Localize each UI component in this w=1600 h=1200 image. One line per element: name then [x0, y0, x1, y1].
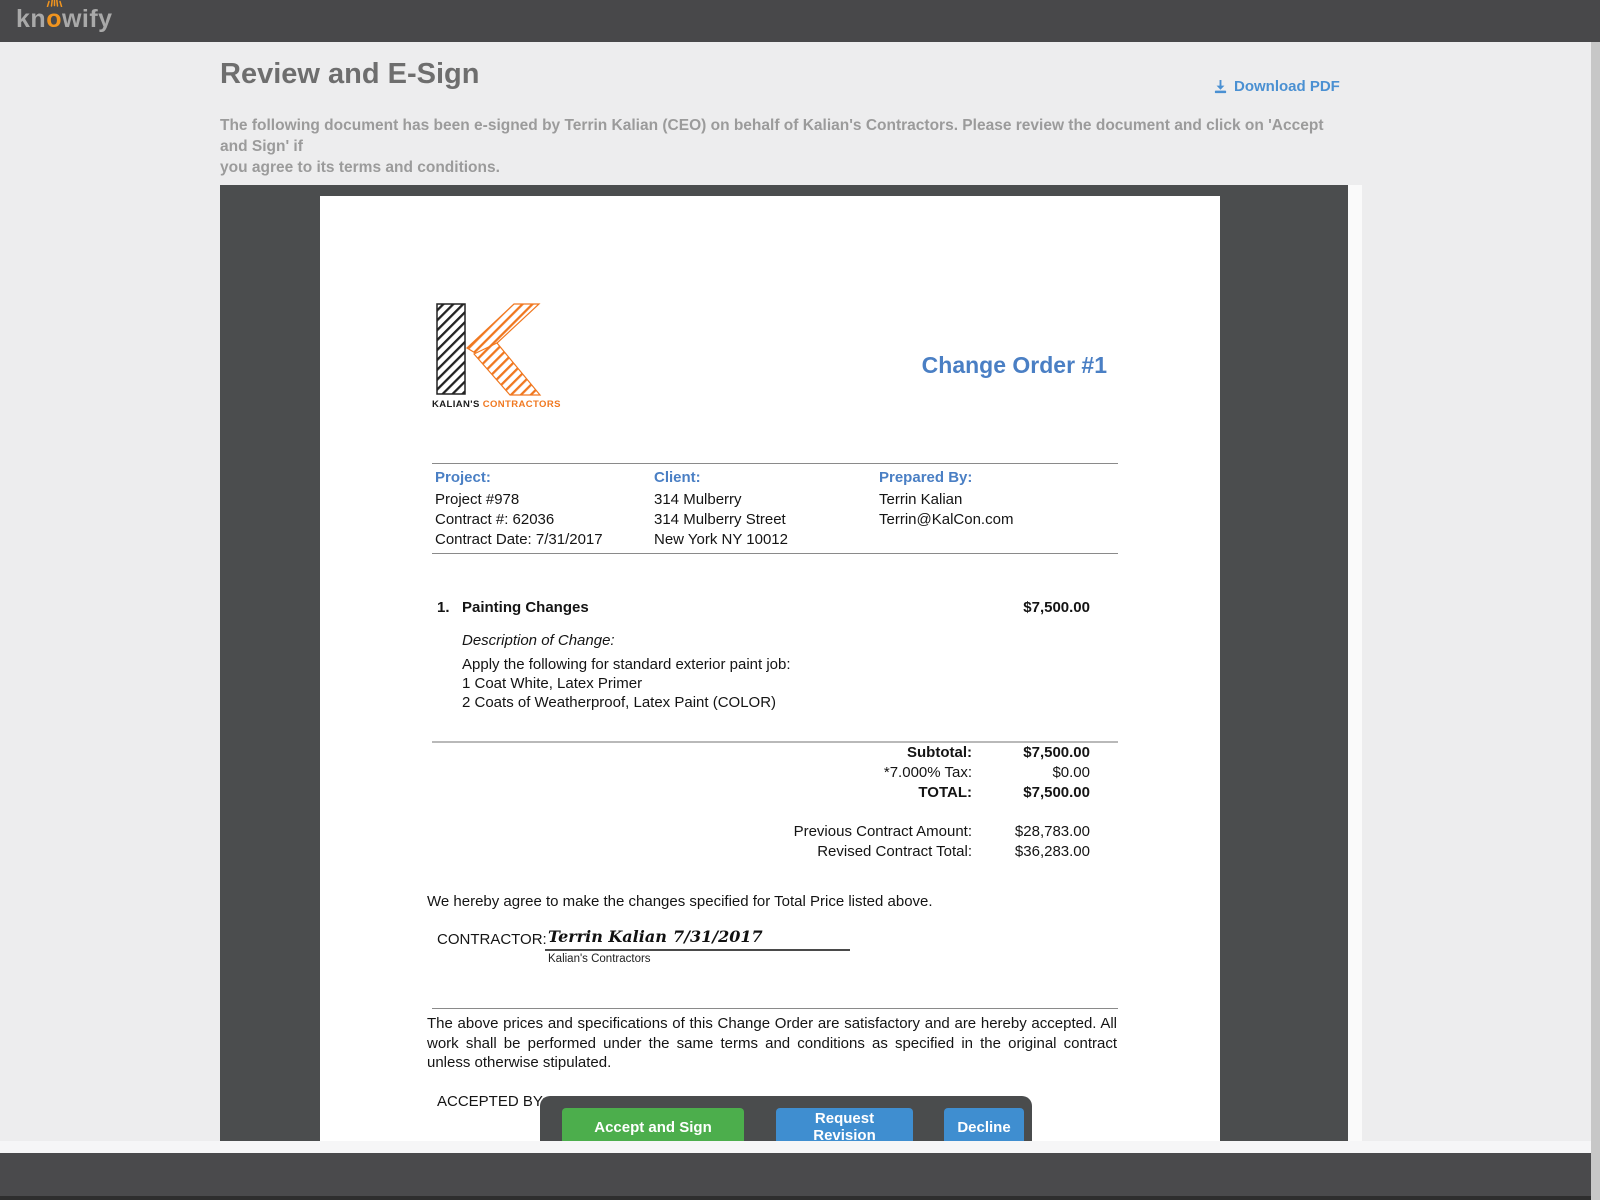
description-line: 2 Coats of Weatherproof, Latex Paint (CO… [462, 694, 777, 711]
crown-icon [46, 0, 63, 7]
project-line: Project #978 [435, 491, 520, 508]
divider-acceptance [432, 1008, 1118, 1009]
item-description-label: Description of Change: [462, 632, 615, 649]
divider-info-bottom [432, 553, 1118, 554]
acceptance-paragraph: The above prices and specifications of t… [427, 1015, 1117, 1071]
download-icon [1214, 79, 1227, 94]
item-name: Painting Changes [462, 599, 589, 616]
footer-bar [0, 1153, 1600, 1200]
client-line: 314 Mulberry Street [654, 511, 786, 528]
document-page: KALIAN'S CONTRACTORS Change Order #1 Pro… [320, 196, 1220, 1141]
project-line: Contract #: 62036 [435, 511, 555, 528]
subtotal-label: Subtotal: [907, 744, 972, 761]
intro-line-2: you agree to its terms and conditions. [220, 159, 500, 176]
company-logo-caption: KALIAN'S CONTRACTORS [432, 399, 561, 410]
signature-line [545, 949, 850, 951]
divider-top [432, 463, 1118, 464]
browser-scrollbar[interactable] [1591, 42, 1600, 1200]
download-pdf-label: Download PDF [1234, 78, 1340, 95]
agreement-text: We hereby agree to make the changes spec… [427, 893, 933, 910]
project-info-column: Project: Project #978 Contract #: 62036 … [435, 468, 603, 550]
total-value: $7,500.00 [1023, 784, 1090, 801]
prepared-by-column: Prepared By: Terrin Kalian Terrin@KalCon… [879, 468, 1013, 530]
client-info-column: Client: 314 Mulberry 314 Mulberry Street… [654, 468, 788, 550]
tax-value: $0.00 [1052, 764, 1090, 781]
logo-text-suffix: wify [61, 5, 113, 33]
intro-text: The following document has been e-signed… [220, 115, 1325, 178]
signature-company: Kalian's Contractors [548, 953, 651, 965]
client-line: New York NY 10012 [654, 531, 788, 548]
client-line: 314 Mulberry [654, 491, 742, 508]
top-navbar: kn owify [0, 0, 1600, 42]
divider-totals [432, 741, 1118, 743]
caption-kalians: KALIAN'S [432, 399, 480, 410]
subtotal-value: $7,500.00 [1023, 744, 1090, 761]
prepared-by-line: Terrin Kalian [879, 491, 963, 508]
viewer-scrollbar-track[interactable] [1348, 185, 1362, 1141]
page-title: Review and E-Sign [220, 58, 480, 90]
prepared-by-label: Prepared By: [879, 469, 973, 486]
content-bottom-strip [0, 1141, 1600, 1153]
download-pdf-link[interactable]: Download PDF [1213, 78, 1340, 95]
request-revision-button[interactable]: Request Revision [776, 1108, 913, 1146]
tax-label: *7.000% Tax: [883, 764, 972, 781]
previous-contract-value: $28,783.00 [1014, 823, 1090, 840]
logo-text-accent: o [46, 5, 62, 33]
accepted-by-label: ACCEPTED BY: [437, 1093, 547, 1110]
description-line: 1 Coat White, Latex Primer [462, 675, 643, 692]
item-amount: $7,500.00 [1023, 599, 1090, 616]
intro-line-1: The following document has been e-signed… [220, 117, 1324, 155]
item-description-lines: Apply the following for standard exterio… [462, 655, 791, 712]
project-label: Project: [435, 469, 491, 486]
project-line: Contract Date: 7/31/2017 [435, 531, 603, 548]
caption-contractors: CONTRACTORS [482, 399, 561, 410]
action-toolbar: Accept and Sign Request Revision Decline [540, 1096, 1032, 1154]
signature-date: 7/31/2017 [673, 927, 763, 946]
decline-button[interactable]: Decline [944, 1108, 1024, 1146]
accept-and-sign-button[interactable]: Accept and Sign [562, 1108, 744, 1146]
revised-contract-label: Revised Contract Total: [817, 843, 972, 860]
previous-contract-label: Previous Contract Amount: [793, 823, 972, 840]
logo-accent-o: o [46, 0, 63, 33]
logo-text-prefix: kn [16, 5, 47, 33]
total-label: TOTAL: [918, 784, 972, 801]
prepared-by-line: Terrin@KalCon.com [879, 511, 1014, 528]
client-label: Client: [654, 469, 701, 486]
item-number: 1. [437, 599, 450, 616]
knowify-logo: kn owify [16, 0, 113, 34]
contractor-label: CONTRACTOR: [437, 931, 547, 948]
footer-bottom-edge [0, 1196, 1600, 1200]
revised-contract-value: $36,283.00 [1014, 843, 1090, 860]
company-logo-k [436, 303, 542, 396]
contractor-signature: Terrin Kalian [548, 927, 667, 946]
change-order-title: Change Order #1 [921, 352, 1107, 378]
description-line: Apply the following for standard exterio… [462, 656, 791, 673]
